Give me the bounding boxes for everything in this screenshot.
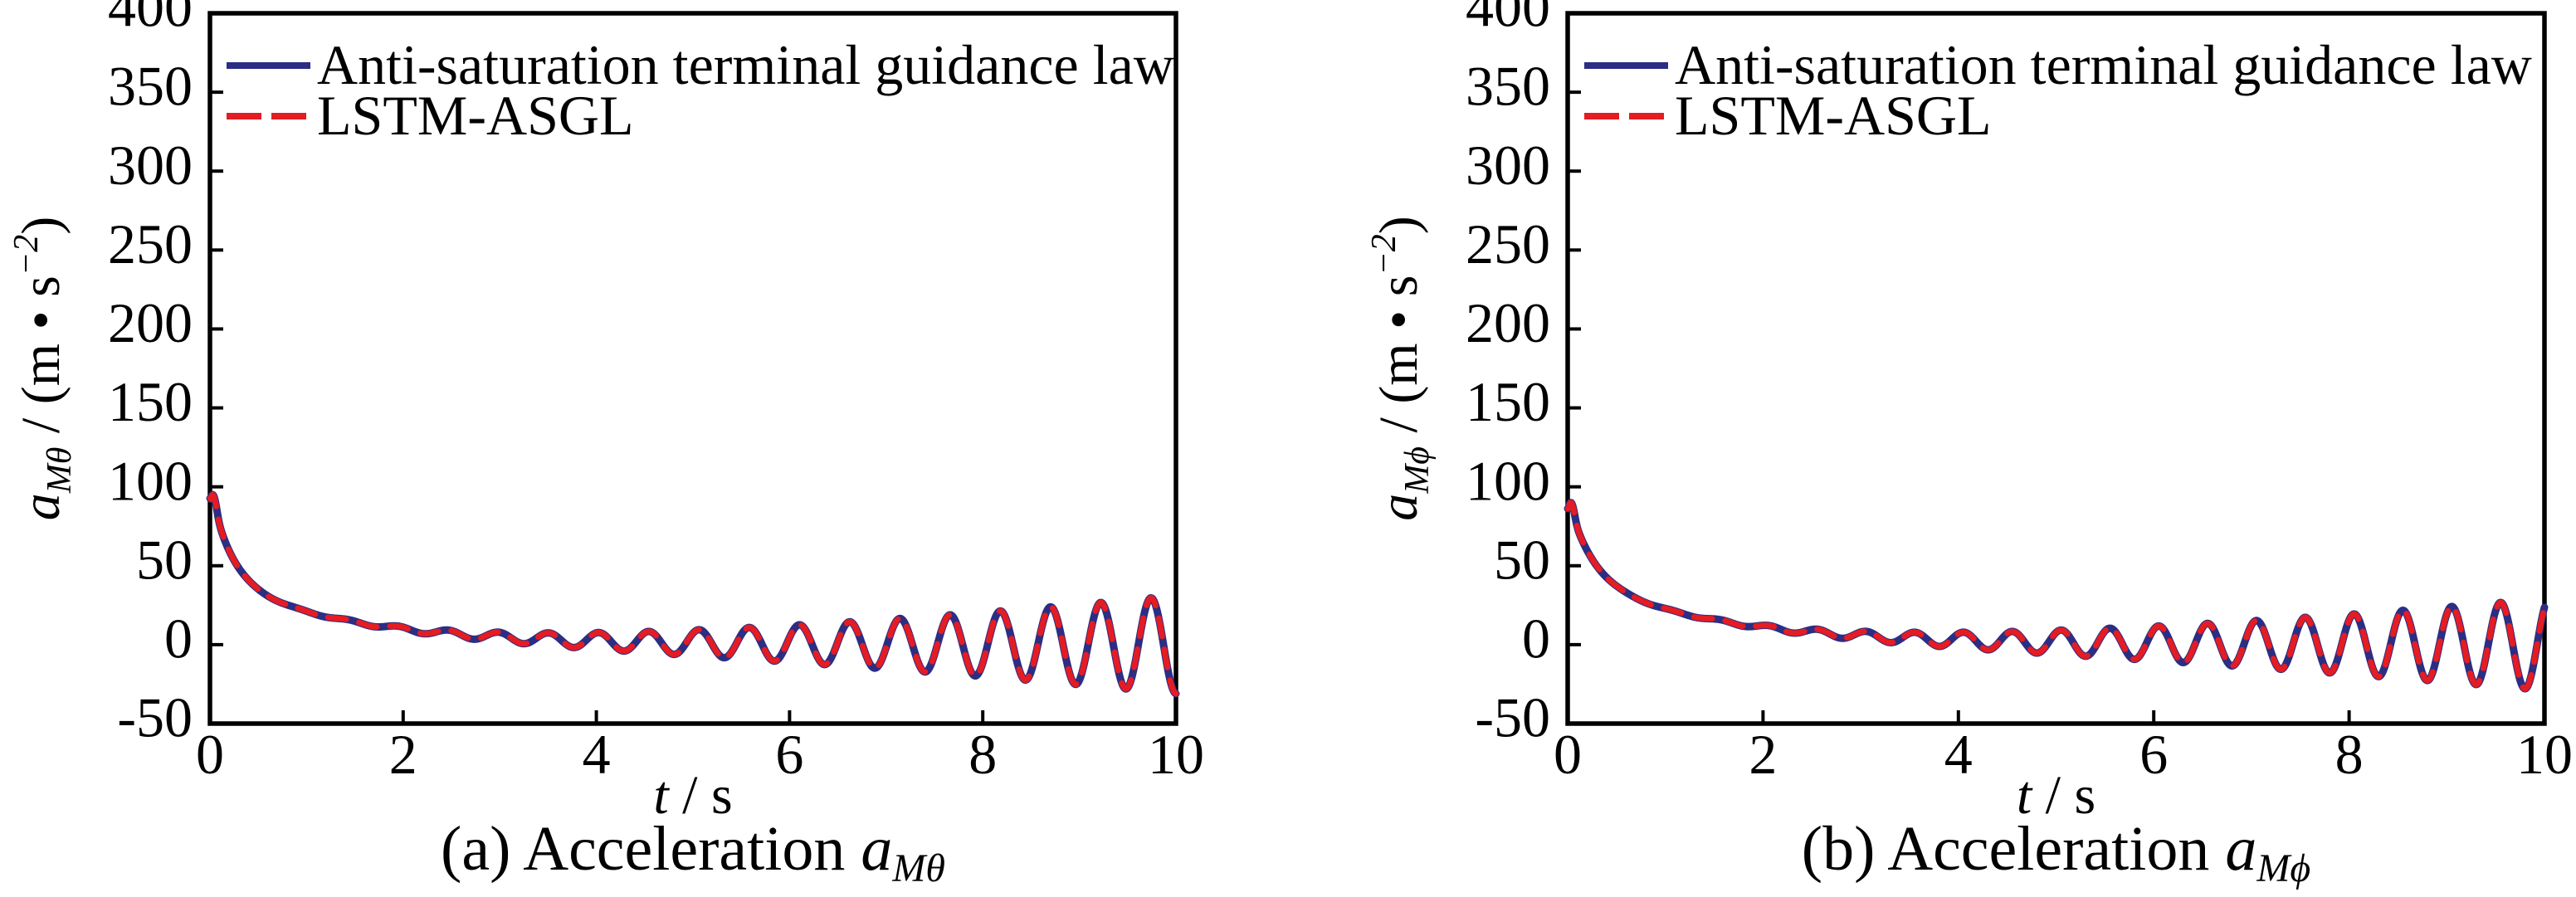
svg-text:6: 6 xyxy=(2139,723,2168,786)
svg-text:150: 150 xyxy=(108,370,193,433)
svg-text:2: 2 xyxy=(1749,723,1777,786)
svg-text:300: 300 xyxy=(1466,134,1550,197)
svg-text:-50: -50 xyxy=(1475,686,1550,749)
svg-text:8: 8 xyxy=(2335,723,2364,786)
svg-text:50: 50 xyxy=(136,528,193,591)
svg-text:400: 400 xyxy=(1466,0,1550,39)
svg-text:50: 50 xyxy=(1494,528,1550,591)
svg-text:8: 8 xyxy=(968,723,997,786)
svg-text:4: 4 xyxy=(583,723,611,786)
svg-text:200: 200 xyxy=(1466,291,1550,354)
svg-text:10: 10 xyxy=(1148,723,1204,786)
svg-text:LSTM-ASGL: LSTM-ASGL xyxy=(317,84,634,147)
svg-text:150: 150 xyxy=(1466,370,1550,433)
svg-text:0: 0 xyxy=(1554,723,1582,786)
svg-text:100: 100 xyxy=(1466,449,1550,512)
svg-text:LSTM-ASGL: LSTM-ASGL xyxy=(1675,84,1992,147)
svg-text:250: 250 xyxy=(108,212,193,275)
svg-text:300: 300 xyxy=(108,134,193,197)
svg-text:(a) Acceleration aMθ: (a) Acceleration aMθ xyxy=(441,814,945,890)
svg-text:(b) Acceleration aMϕ: (b) Acceleration aMϕ xyxy=(1802,814,2310,890)
svg-text:0: 0 xyxy=(1522,607,1550,670)
svg-text:350: 350 xyxy=(1466,55,1550,118)
svg-text:2: 2 xyxy=(389,723,417,786)
svg-text:250: 250 xyxy=(1466,212,1550,275)
svg-text:100: 100 xyxy=(108,449,193,512)
svg-text:0: 0 xyxy=(164,607,193,670)
svg-text:-50: -50 xyxy=(117,686,193,749)
svg-text:200: 200 xyxy=(108,291,193,354)
svg-text:10: 10 xyxy=(2516,723,2573,786)
svg-text:400: 400 xyxy=(108,0,193,39)
svg-text:0: 0 xyxy=(196,723,224,786)
svg-text:4: 4 xyxy=(1944,723,1973,786)
svg-text:6: 6 xyxy=(775,723,803,786)
svg-text:350: 350 xyxy=(108,55,193,118)
